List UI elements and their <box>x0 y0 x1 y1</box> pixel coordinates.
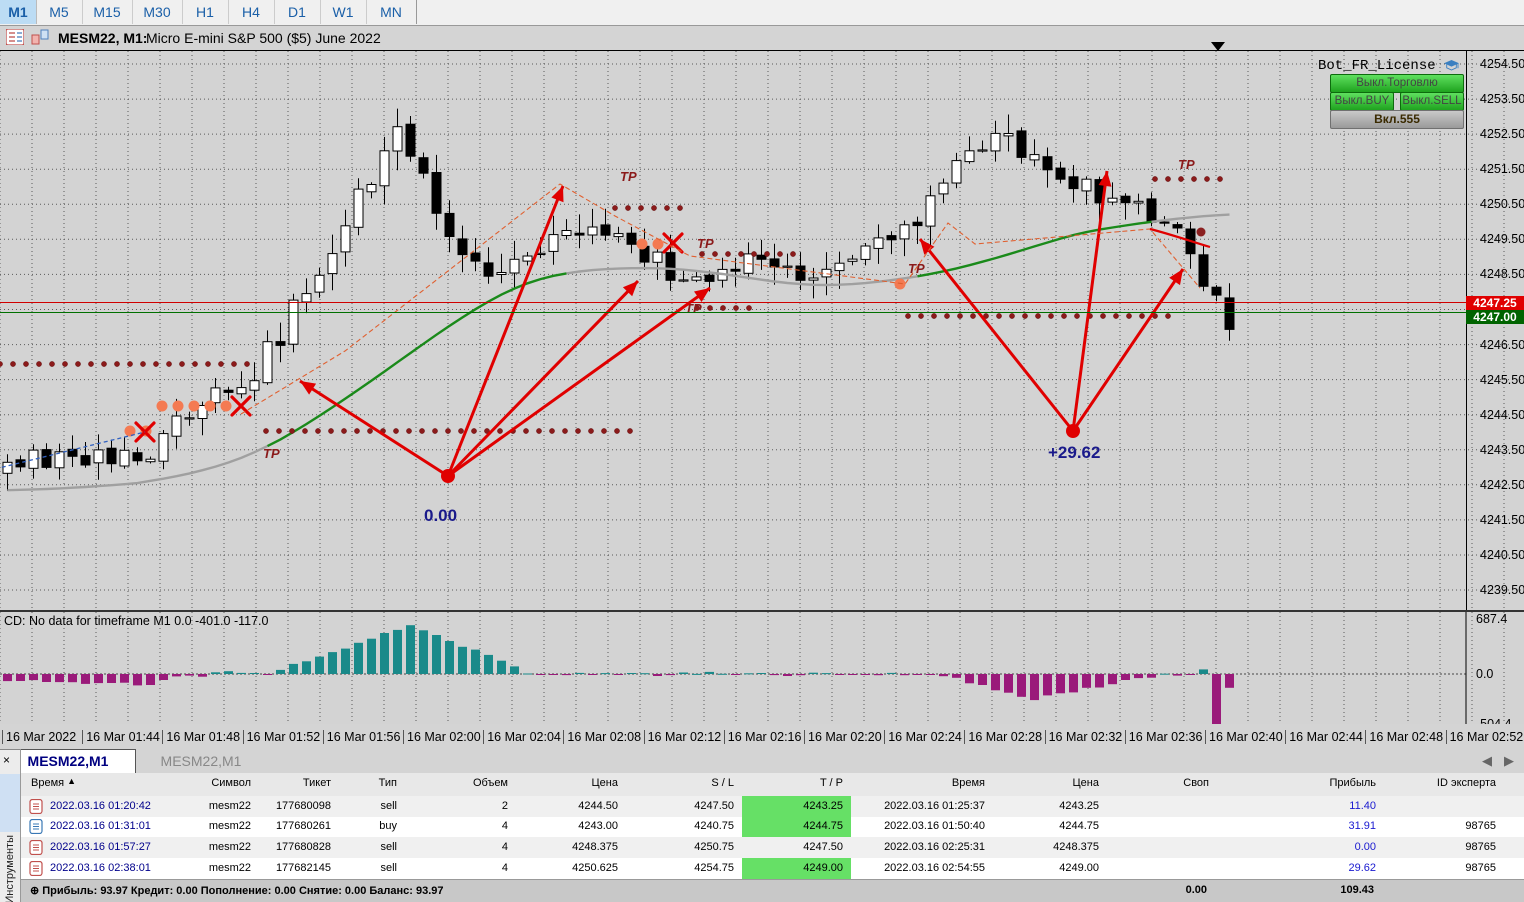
svg-text:TP: TP <box>697 236 714 251</box>
svg-text:0.00: 0.00 <box>424 506 457 525</box>
svg-text:TP: TP <box>620 169 637 184</box>
svg-text:TP: TP <box>1178 157 1195 172</box>
svg-text:TP: TP <box>263 446 280 461</box>
svg-text:+29.62: +29.62 <box>1048 443 1100 462</box>
